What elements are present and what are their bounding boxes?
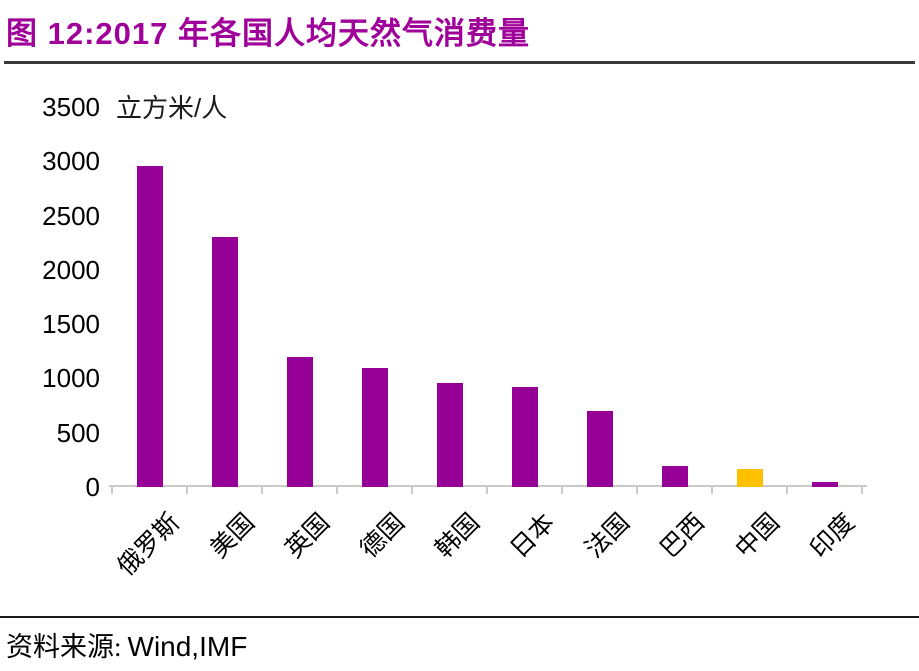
x-category-label-india: 印度 xyxy=(805,508,861,564)
figure-title: 图 12:2017 年各国人均天然气消费量 xyxy=(6,16,530,51)
x-axis-tick-mark xyxy=(336,487,338,494)
x-axis-tick-mark xyxy=(411,487,413,494)
source-value: Wind,IMF xyxy=(127,631,248,662)
bar-russia xyxy=(136,166,163,487)
y-tick-label: 3000 xyxy=(42,146,100,177)
bar-india xyxy=(811,482,838,487)
source-note: 资料来源: Wind,IMF xyxy=(6,625,247,664)
y-axis-unit-label: 立方米/人 xyxy=(116,93,228,123)
x-axis-tick-mark xyxy=(186,487,188,494)
x-category-label-usa: 美国 xyxy=(205,508,261,564)
x-axis-tick-mark xyxy=(711,487,713,494)
footer-separator-line xyxy=(0,616,919,618)
bar-china xyxy=(736,469,763,487)
x-category-label-brazil: 巴西 xyxy=(655,508,711,564)
x-axis-tick-mark xyxy=(561,487,563,494)
y-tick-label: 0 xyxy=(85,472,100,502)
bar-usa xyxy=(211,237,238,487)
bar-germany xyxy=(361,368,388,487)
x-category-label-china: 中国 xyxy=(730,508,786,564)
y-tick-label: 2500 xyxy=(42,200,100,231)
bar-south-korea xyxy=(436,383,463,487)
x-category-label-germany: 德国 xyxy=(355,508,411,564)
x-category-label-japan: 日本 xyxy=(505,508,561,564)
y-axis-tick-labels: 0 500 1000 1500 2000 2500 3000 3500 xyxy=(0,0,100,502)
bar-brazil xyxy=(661,466,688,487)
y-tick-label: 2000 xyxy=(42,254,100,285)
bar-japan xyxy=(511,387,538,487)
plot-area xyxy=(109,107,867,494)
x-category-label-russia: 俄罗斯 xyxy=(112,508,186,582)
x-axis-tick-mark xyxy=(786,487,788,494)
y-tick-label: 1000 xyxy=(42,363,100,394)
x-axis-tick-mark xyxy=(636,487,638,494)
x-axis-tick-mark xyxy=(261,487,263,494)
title-separator-line xyxy=(4,61,915,64)
x-axis-line xyxy=(109,485,867,487)
bar-uk xyxy=(286,357,313,487)
x-category-label-uk: 英国 xyxy=(280,508,336,564)
x-axis-tick-mark xyxy=(861,487,863,494)
source-label: 资料来源: xyxy=(6,632,122,662)
y-tick-label: 3500 xyxy=(42,92,100,122)
x-category-label-south-korea: 韩国 xyxy=(430,508,486,564)
x-category-label-france: 法国 xyxy=(580,508,636,564)
x-axis-category-labels: 俄罗斯 美国 英国 德国 韩国 日本 法国 巴西 中国 印度 xyxy=(112,494,862,609)
x-axis-tick-mark xyxy=(486,487,488,494)
y-tick-label: 500 xyxy=(56,417,100,448)
bar-france xyxy=(586,411,613,487)
x-axis-tick-mark xyxy=(111,487,113,494)
y-tick-label: 1500 xyxy=(42,309,100,340)
